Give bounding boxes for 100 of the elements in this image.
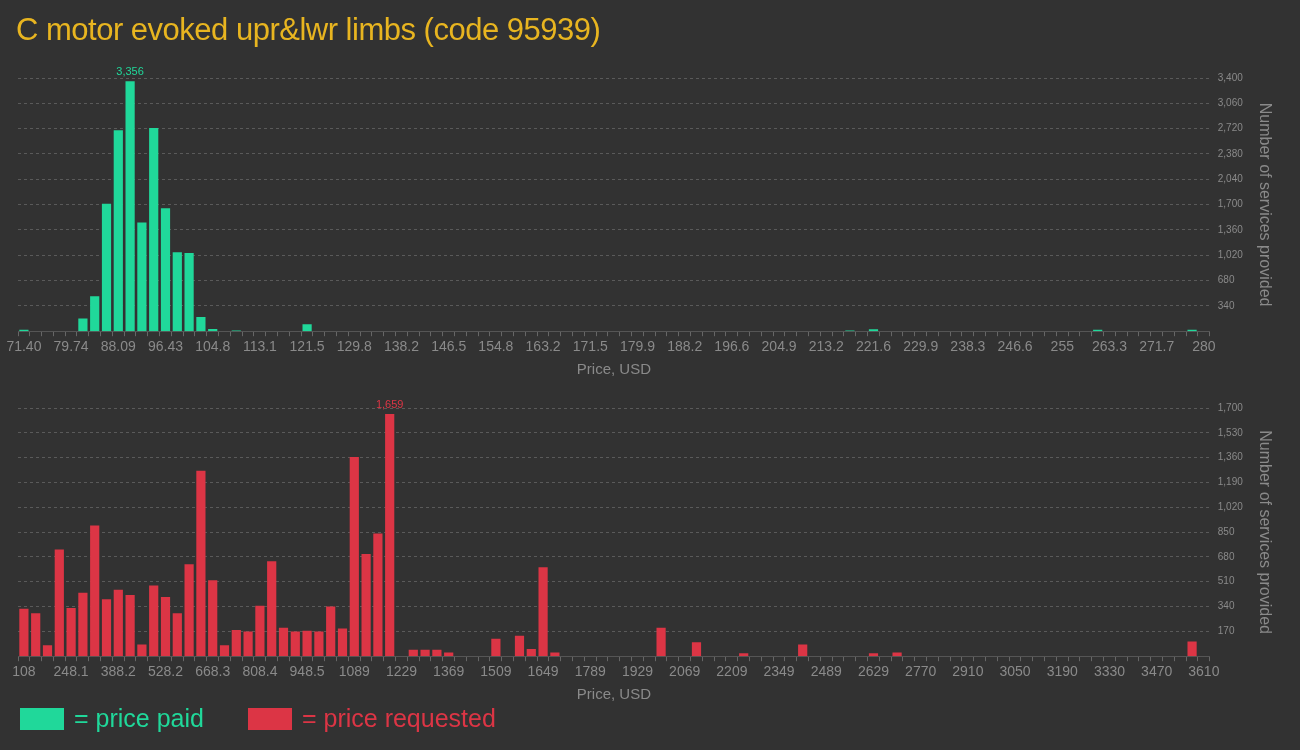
x-tick-label: 171.5 xyxy=(572,338,609,355)
x-tick-label: 213.2 xyxy=(808,338,845,355)
y-tick-label: 510 xyxy=(1217,575,1235,587)
bar xyxy=(113,589,123,657)
y-tick-label: 1,190 xyxy=(1217,476,1244,488)
bar xyxy=(739,653,749,657)
bar xyxy=(78,592,88,657)
y-tick-label: 1,360 xyxy=(1217,223,1244,235)
x-tick-label: 2770 xyxy=(905,663,937,680)
y-tick-label: 1,530 xyxy=(1217,426,1244,438)
x-tick-label: 528.2 xyxy=(147,663,184,680)
x-tick-label: 196.6 xyxy=(714,338,750,355)
bar xyxy=(385,413,395,657)
y-tick-label: 1,360 xyxy=(1217,451,1244,463)
x-tick-label: 1789 xyxy=(574,663,607,680)
bar xyxy=(42,645,53,657)
bar xyxy=(349,456,359,657)
x-tick-label: 146.5 xyxy=(431,338,467,355)
bar xyxy=(1187,641,1197,657)
chart-title: C motor evoked upr&lwr limbs (code 95939) xyxy=(16,12,601,48)
bar xyxy=(101,203,112,332)
x-tick-label: 263.3 xyxy=(1091,338,1128,355)
x-tick-label: 163.2 xyxy=(525,338,561,355)
y-tick-label: 1,700 xyxy=(1217,198,1244,210)
bar xyxy=(302,630,312,657)
bar xyxy=(137,644,147,657)
bar xyxy=(432,649,442,657)
y-tick-label: 1,020 xyxy=(1217,248,1244,260)
bar xyxy=(656,627,666,657)
x-tick-label: 1509 xyxy=(480,663,512,680)
x-tick-label: 388.2 xyxy=(100,663,137,680)
x-tick-label: 179.9 xyxy=(619,338,656,355)
x-tick-label: 3050 xyxy=(999,663,1031,680)
x-tick-label: 88.09 xyxy=(100,338,137,355)
x-tick-label: 2489 xyxy=(810,663,843,680)
bar xyxy=(172,252,182,332)
y-tick-label: 2,380 xyxy=(1217,147,1244,159)
bar xyxy=(278,627,289,657)
x-tick-label: 204.9 xyxy=(761,338,797,355)
bar xyxy=(255,605,265,657)
x-tick-label: 3190 xyxy=(1046,663,1079,680)
bar xyxy=(101,599,112,657)
bar xyxy=(337,628,348,657)
x-tick-label: 2209 xyxy=(716,663,748,680)
x-tick-label: 79.74 xyxy=(53,338,89,355)
bar xyxy=(361,554,371,657)
x-tick-label: 1089 xyxy=(338,663,371,680)
bar xyxy=(290,631,300,657)
bar xyxy=(196,470,206,657)
y-tick-label: 3,060 xyxy=(1217,97,1244,109)
x-tick-label: 1229 xyxy=(385,663,418,680)
bar xyxy=(66,608,76,657)
x-tick-label: 246.6 xyxy=(997,338,1033,355)
bar xyxy=(19,608,29,657)
bar xyxy=(302,324,312,332)
x-tick-label: 280 xyxy=(1192,338,1216,355)
bar xyxy=(231,629,241,657)
x-tick-label: 238.3 xyxy=(950,338,986,355)
x-axis-title: Price, USD xyxy=(576,685,652,703)
legend-label: = price requested xyxy=(301,704,496,733)
legend-label: = price paid xyxy=(74,704,204,733)
x-tick-label: 255 xyxy=(1050,338,1075,355)
bar xyxy=(31,613,41,657)
bar xyxy=(314,631,324,657)
bar xyxy=(408,649,418,657)
y-axis-title: Number of services provided xyxy=(1256,102,1274,307)
bar xyxy=(691,642,702,657)
bar xyxy=(243,631,253,657)
bar xyxy=(54,549,64,657)
bar xyxy=(90,525,100,657)
bar xyxy=(90,296,100,332)
x-tick-label: 948.5 xyxy=(289,663,325,680)
x-tick-label: 1649 xyxy=(527,663,559,680)
x-tick-label: 248.1 xyxy=(53,663,89,680)
x-tick-label: 129.8 xyxy=(336,338,373,355)
bar xyxy=(208,580,218,657)
bar xyxy=(125,81,135,332)
x-tick-label: 3330 xyxy=(1093,663,1126,680)
y-tick-label: 340 xyxy=(1217,600,1235,612)
bar xyxy=(149,127,159,332)
data-label: 1,659 xyxy=(375,397,404,410)
bar xyxy=(184,253,194,332)
x-tick-label: 113.1 xyxy=(242,338,278,355)
x-axis-title: Price, USD xyxy=(576,360,652,378)
bar xyxy=(219,645,230,657)
y-tick-label: 680 xyxy=(1217,550,1235,562)
bar xyxy=(196,317,206,332)
x-tick-label: 808.4 xyxy=(242,663,278,680)
y-tick-label: 680 xyxy=(1217,274,1235,286)
bar xyxy=(514,635,525,657)
bar xyxy=(149,585,159,657)
bar xyxy=(420,649,430,657)
x-tick-label: 1369 xyxy=(433,663,465,680)
bar xyxy=(491,638,501,657)
x-tick-label: 271.7 xyxy=(1139,338,1175,355)
bar xyxy=(267,561,277,657)
bar xyxy=(373,533,383,657)
x-tick-label: 138.2 xyxy=(383,338,420,355)
x-tick-label: 121.5 xyxy=(289,338,325,355)
y-tick-label: 2,040 xyxy=(1217,173,1244,185)
